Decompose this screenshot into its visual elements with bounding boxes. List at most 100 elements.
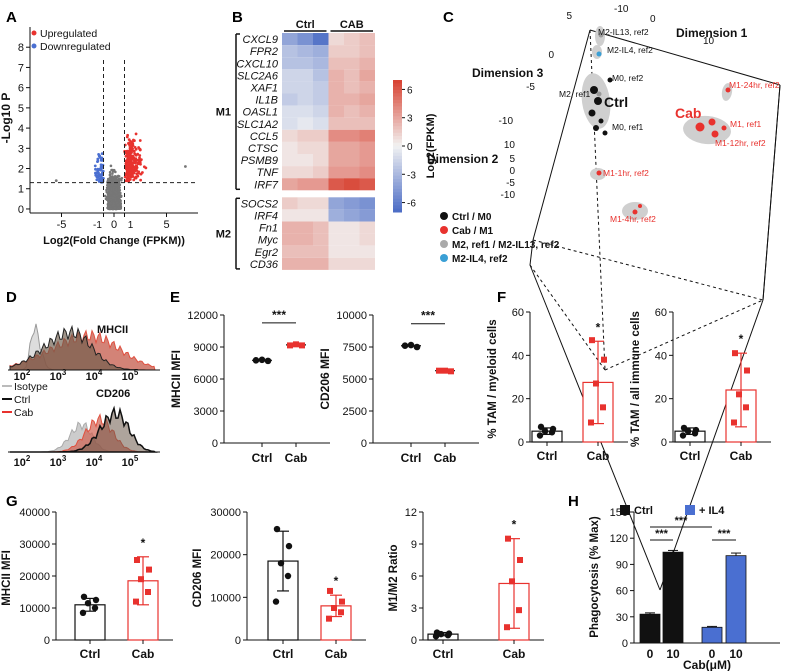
f0-point-cab	[600, 404, 606, 411]
heatmap-row-label: CTSC	[248, 143, 278, 155]
point-ctrl	[588, 109, 596, 117]
e-sig-label: ***	[421, 309, 435, 323]
heatmap-cell	[359, 141, 375, 154]
volcano-point-ns	[116, 203, 120, 207]
heatmap-cell	[328, 209, 344, 222]
panel-label-f: F	[497, 289, 506, 306]
heatmap-cell	[328, 33, 344, 46]
volcano-y-tick-label: 3	[18, 143, 24, 155]
point-label: M1, ref1	[730, 119, 761, 129]
heatmap-cell	[359, 154, 375, 167]
heatmap-cell	[297, 166, 313, 179]
g2-y-tick-label: 6	[411, 571, 417, 583]
e-y0-tick-label: 6000	[194, 374, 218, 386]
volcano-point-ns	[117, 181, 121, 184]
g0-y-tick-label: 10000	[19, 603, 50, 615]
volcano-point-down	[97, 153, 101, 156]
volcano-point-up	[126, 153, 130, 157]
g2-point-cab	[505, 535, 511, 542]
g1-point-ctrl	[285, 542, 293, 550]
colorbar-segment	[393, 80, 402, 84]
f0-point-ctrl	[537, 423, 545, 431]
g0-x-tick-label: Ctrl	[80, 647, 101, 661]
g1-point-cab	[327, 587, 333, 594]
g2-y-tick-label: 9	[411, 539, 417, 551]
colorbar-segment	[393, 152, 402, 157]
point-cab	[721, 125, 727, 131]
volcano-point-down	[98, 168, 102, 172]
h-legend-label: + IL4	[699, 505, 725, 517]
volcano-point-up	[124, 172, 128, 176]
heatmap-cell	[359, 93, 375, 106]
point-label: M1-12hr, ref2	[715, 138, 766, 148]
volcano-x-tick-label: -1	[93, 220, 102, 231]
heatmap-cell	[282, 221, 298, 234]
colorbar-segment	[393, 162, 402, 167]
g2-x-tick-label: Cab	[503, 647, 526, 661]
colorbar-segment	[393, 86, 402, 91]
g0-sig-label: *	[141, 536, 146, 550]
e-point-ctrl	[407, 341, 415, 349]
heatmap-cell	[282, 209, 298, 222]
volcano-point-ns	[118, 206, 121, 210]
volcano-point-up	[135, 169, 139, 172]
panel-b-heatmap: CXCL9FPR2CXCL10SLC2A6XAF1IL1BOASL1SLC1A2…	[216, 19, 437, 271]
g1-y-tick-label: 30000	[210, 507, 241, 519]
panel-f-barplots: 0 20 40 60 Ctrl Cab * % TAM / myeloid cells 0 20 4…	[487, 307, 771, 463]
volcano-point-ns	[109, 164, 113, 168]
heatmap-row-label: CD36	[250, 259, 279, 271]
g0-point-cab	[138, 576, 144, 583]
hist-tick-label-bot: 104	[86, 454, 103, 469]
volcano-point-up	[136, 174, 140, 178]
colorbar-tick-label: 6	[407, 85, 413, 96]
e-x-tick-label: Ctrl	[252, 451, 273, 465]
colorbar-segment	[393, 109, 402, 114]
colorbar-tick-label: -3	[407, 170, 416, 181]
colorbar-tick-label: 3	[407, 114, 413, 125]
e-point-cab	[293, 341, 299, 348]
f0-y-tick-label: 60	[512, 307, 524, 319]
volcano-y-label: -Log10 P	[0, 93, 13, 144]
panel-label-h: H	[568, 493, 579, 510]
f1-point-cab	[731, 419, 737, 426]
volcano-x-tick-label: -5	[57, 219, 67, 231]
heatmap-cell	[359, 33, 375, 46]
volcano-point-up	[132, 178, 136, 182]
volcano-point-ns	[113, 190, 117, 193]
colorbar-segment	[393, 155, 402, 160]
hist-tick-label-top: 105	[122, 368, 139, 383]
volcano-point-up	[126, 179, 129, 183]
colorbar-segment	[393, 83, 402, 88]
heatmap-cell	[297, 57, 313, 70]
colorbar-segment	[393, 129, 402, 134]
volcano-point-ns	[119, 195, 123, 199]
colorbar-segment	[393, 119, 402, 124]
volcano-point-ns	[113, 194, 116, 198]
heatmap-cell	[359, 117, 375, 130]
volcano-point-ns	[111, 184, 114, 188]
heatmap-cell	[297, 105, 313, 118]
colorbar-segment	[393, 113, 402, 117]
volcano-point-ns	[111, 204, 115, 207]
heatmap-cell	[328, 117, 344, 130]
volcano-point-up	[129, 168, 132, 172]
volcano-point-ns	[109, 206, 113, 210]
point-ctrl	[602, 130, 608, 136]
volcano-point-up	[138, 139, 142, 142]
heatmap-cell	[297, 93, 313, 106]
colorbar-segment	[393, 139, 402, 144]
heatmap-row-label: CXCL10	[236, 58, 278, 70]
volcano-point-down	[96, 171, 100, 175]
h-x-tick-label: 10	[666, 647, 680, 661]
dim2-tick-label: 10	[504, 140, 516, 151]
heatmap-cell	[297, 117, 313, 130]
g1-point-cab	[331, 605, 337, 611]
colorbar-segment	[393, 132, 402, 137]
g2-y-tick-label: 3	[411, 603, 417, 615]
heatmap-cell	[359, 105, 375, 118]
volcano-point-down	[99, 163, 103, 167]
volcano-point-down	[100, 152, 104, 156]
dim3-tick-label: -10	[499, 116, 514, 127]
